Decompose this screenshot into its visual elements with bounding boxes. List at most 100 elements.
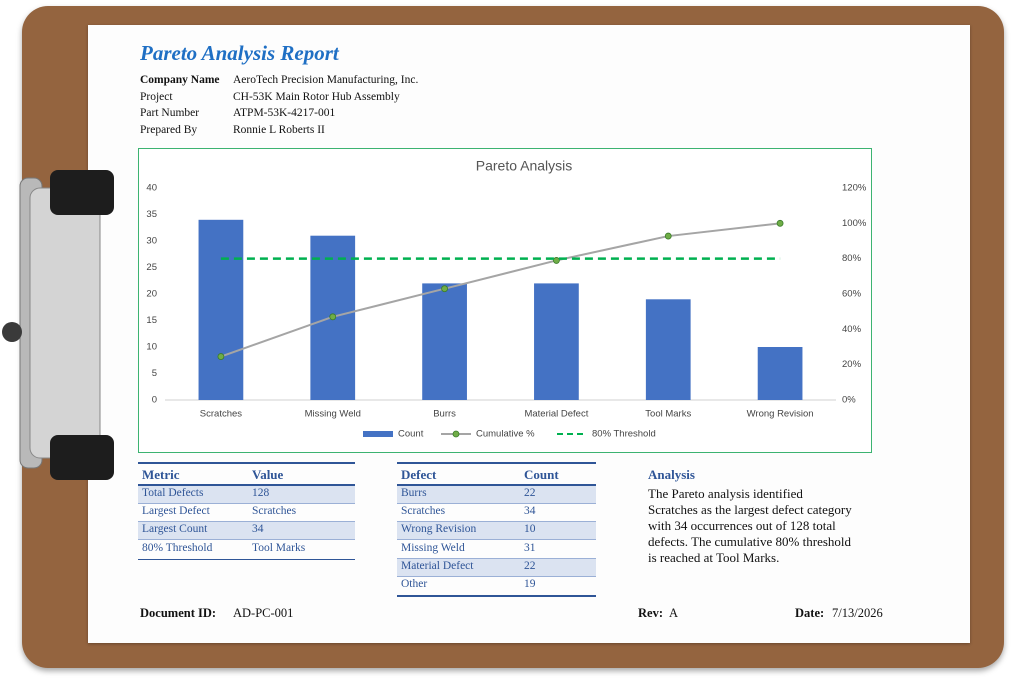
info-label: Part Number <box>140 107 200 119</box>
x-tick-label: Burrs <box>433 409 456 420</box>
x-tick-label: Tool Marks <box>645 409 691 420</box>
x-tick-label: Material Defect <box>524 409 588 420</box>
info-label: Project <box>140 90 173 103</box>
x-tick-label: Missing Weld <box>305 409 361 420</box>
clip-hinge <box>50 435 114 480</box>
bar <box>757 347 803 400</box>
table-divider <box>138 521 355 522</box>
analysis-title: Analysis <box>648 467 695 482</box>
table-rule <box>397 595 596 597</box>
y-tick-label: 40 <box>146 183 157 194</box>
chart-title: Pareto Analysis <box>476 158 573 174</box>
clip-hinge <box>50 170 114 215</box>
table-cell: Missing Weld <box>401 541 465 554</box>
y-tick-label: 5 <box>152 368 157 379</box>
table-cell: Largest Defect <box>142 505 210 518</box>
legend-label: Count <box>398 429 424 440</box>
table-stripe <box>397 486 596 503</box>
clip-rivet <box>2 322 22 342</box>
info-label: Company Name <box>140 74 220 86</box>
footer-label: Document ID: <box>140 606 217 620</box>
y2-tick-label: 60% <box>842 289 862 300</box>
bar <box>645 299 691 400</box>
analysis-text: The Pareto analysis identified Scratches… <box>648 486 852 565</box>
clip <box>2 170 114 480</box>
table-cell: 80% Threshold <box>142 541 213 554</box>
table-cell: 22 <box>524 487 536 499</box>
table-cell: Largest Count <box>142 523 208 536</box>
footer-value: 7/13/2026 <box>832 606 883 620</box>
marker <box>553 257 560 264</box>
y2-tick-label: 20% <box>842 359 862 370</box>
table-divider <box>397 521 596 522</box>
marker <box>776 219 784 227</box>
y-tick-label: 35 <box>146 209 157 220</box>
table-cell: 128 <box>252 487 270 499</box>
legend-swatch <box>363 431 393 437</box>
table-header: Value <box>252 467 284 482</box>
table-divider <box>397 503 596 504</box>
table-divider <box>138 503 355 504</box>
marker <box>441 285 448 293</box>
table-rule <box>138 462 355 464</box>
table-divider <box>397 539 596 540</box>
table-cell: Wrong Revision <box>401 523 477 536</box>
table-header: Defect <box>401 467 437 482</box>
info-label: Prepared By <box>140 123 198 136</box>
table-stripe <box>397 558 596 576</box>
legend-marker <box>452 430 460 438</box>
y-tick-label: 20 <box>146 289 157 300</box>
table-divider <box>397 557 596 559</box>
footer-label: Date: <box>795 606 825 620</box>
chart: Pareto Analysis 0 5 10 15 20 25 30 35 40 0% 20% 40%… <box>146 158 867 440</box>
table-cell: Tool Marks <box>252 541 306 554</box>
footer-label: Rev: <box>638 606 663 620</box>
y2-tick-label: 0% <box>842 395 856 406</box>
info-value: ATPM-53K-4217-001 <box>233 107 336 119</box>
table-stripe <box>138 486 355 503</box>
table-cell: 10 <box>524 523 536 536</box>
info-value: Ronnie L Roberts II <box>233 123 325 136</box>
y-tick-label: 30 <box>146 236 157 247</box>
table-rule <box>138 484 355 486</box>
bar <box>534 283 579 400</box>
y2-tick-label: 40% <box>842 324 862 335</box>
table-header: Metric <box>142 467 180 482</box>
clip-plate <box>29 187 101 459</box>
cumulative-line <box>220 222 781 358</box>
footer-value: AD-PC-001 <box>233 606 294 620</box>
table-cell: Material Defect <box>401 559 474 572</box>
table-divider <box>397 575 596 577</box>
bar <box>198 219 244 400</box>
chart-frame: Pareto Analysis 0 5 10 15 20 25 30 35 40 0% 20% 40%… <box>138 148 872 453</box>
table-stripe <box>138 522 355 540</box>
footer-value: A <box>669 606 679 620</box>
y-tick-label: 0 <box>152 395 157 406</box>
y-tick-label: 15 <box>146 315 157 326</box>
x-tick-label: Wrong Revision <box>747 409 814 420</box>
table-cell: 31 <box>524 541 536 554</box>
table-header: Count <box>524 467 559 482</box>
y-tick-label: 10 <box>146 342 157 353</box>
table-rule <box>138 558 355 561</box>
info-value: CH-53K Main Rotor Hub Assembly <box>233 90 400 103</box>
marker <box>329 313 337 321</box>
y2-tick-label: 120% <box>842 183 867 194</box>
table-cell: Burrs <box>401 487 427 499</box>
table-stripe <box>397 522 596 540</box>
table-cell: 22 <box>524 559 536 572</box>
table-cell: Scratches <box>401 505 446 518</box>
table-rule <box>397 462 596 464</box>
x-tick-label: Scratches <box>200 409 242 420</box>
report-title: Pareto Analysis Report <box>140 41 339 65</box>
table-divider <box>138 539 355 540</box>
table-cell: Scratches <box>252 505 297 518</box>
table-rule <box>397 484 596 486</box>
info-value: AeroTech Precision Manufacturing, Inc. <box>233 74 419 86</box>
marker <box>217 353 225 360</box>
table-cell: Total Defects <box>142 487 204 499</box>
table-cell: 19 <box>524 578 536 590</box>
y2-tick-label: 80% <box>842 253 862 264</box>
y2-tick-label: 100% <box>842 218 867 229</box>
